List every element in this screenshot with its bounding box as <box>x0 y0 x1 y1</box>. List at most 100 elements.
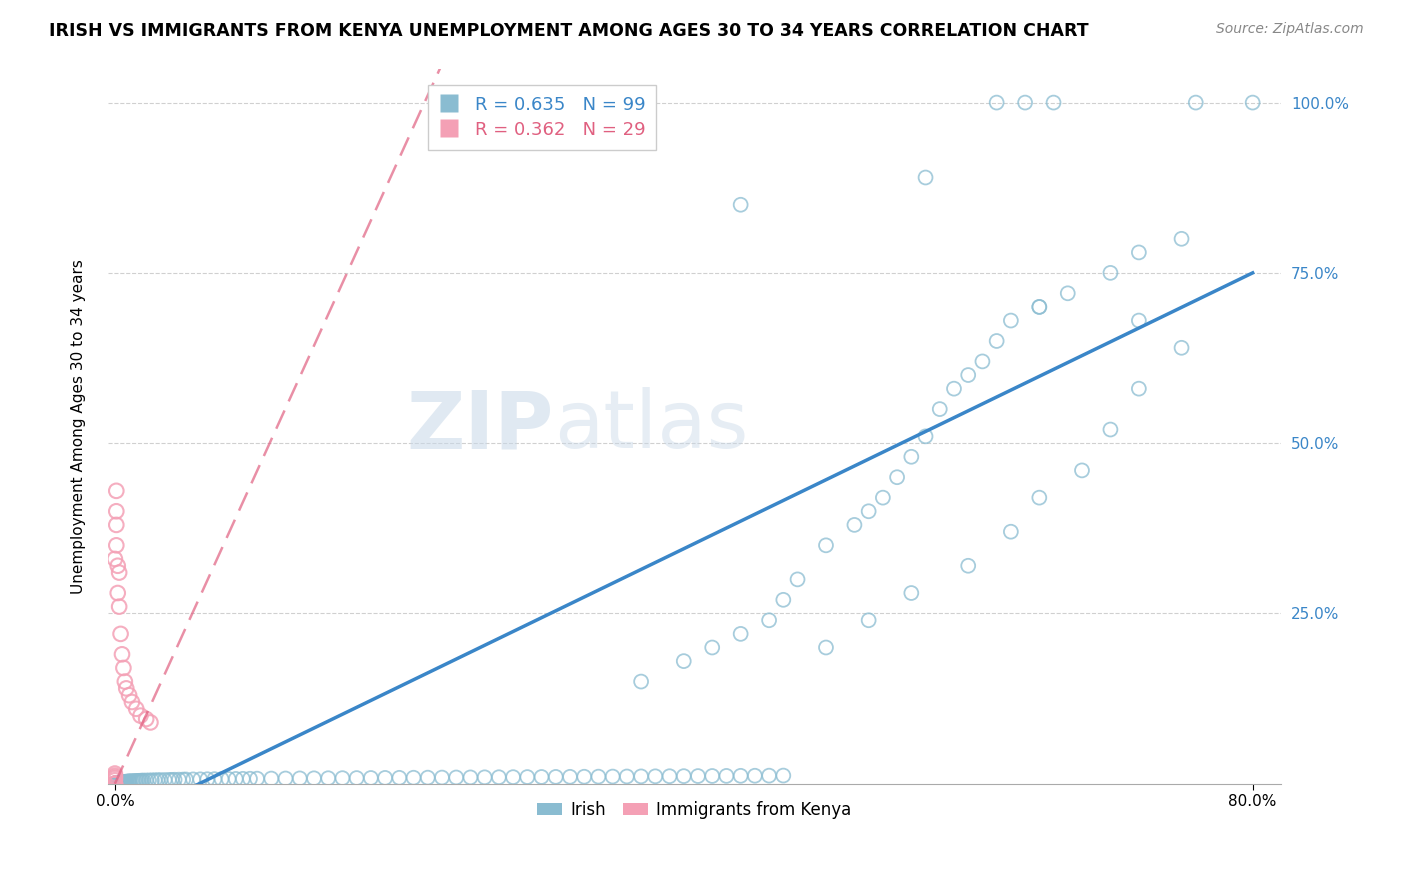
Point <box>1170 232 1192 246</box>
Text: Source: ZipAtlas.com: Source: ZipAtlas.com <box>1216 22 1364 37</box>
Point <box>114 775 136 789</box>
Point <box>1099 266 1122 280</box>
Point <box>132 773 155 788</box>
Point <box>143 773 166 788</box>
Point <box>107 776 129 790</box>
Point <box>105 776 128 790</box>
Point <box>114 774 136 789</box>
Point <box>686 769 709 783</box>
Point <box>986 334 1008 348</box>
Point <box>900 586 922 600</box>
Point <box>120 774 142 789</box>
Point <box>232 772 254 786</box>
Point <box>172 772 194 787</box>
Point <box>402 771 425 785</box>
Point <box>105 776 128 790</box>
Point <box>558 770 581 784</box>
Point <box>105 517 128 532</box>
Text: ZIP: ZIP <box>406 387 554 465</box>
Point <box>374 771 396 785</box>
Point <box>111 648 134 662</box>
Point <box>108 776 131 790</box>
Point <box>111 775 134 789</box>
Point <box>118 688 141 702</box>
Point <box>112 775 135 789</box>
Point <box>858 613 880 627</box>
Y-axis label: Unemployment Among Ages 30 to 34 years: Unemployment Among Ages 30 to 34 years <box>72 259 86 593</box>
Point <box>174 772 197 787</box>
Point <box>107 558 129 573</box>
Point <box>758 769 780 783</box>
Point <box>530 770 553 784</box>
Point <box>516 770 538 784</box>
Point <box>121 695 143 709</box>
Point <box>644 769 666 783</box>
Point <box>218 772 240 786</box>
Point <box>1056 286 1078 301</box>
Point <box>360 771 382 785</box>
Point <box>107 776 129 790</box>
Point <box>104 777 127 791</box>
Point <box>1028 300 1050 314</box>
Point <box>112 661 135 675</box>
Point <box>744 769 766 783</box>
Point <box>104 776 127 790</box>
Point <box>105 776 128 790</box>
Point <box>957 558 980 573</box>
Point <box>274 772 297 786</box>
Point <box>110 627 132 641</box>
Point <box>239 772 262 786</box>
Point <box>121 774 143 789</box>
Point <box>128 773 150 788</box>
Point <box>105 538 128 552</box>
Point <box>111 775 134 789</box>
Point <box>814 640 837 655</box>
Point <box>135 712 157 726</box>
Point <box>118 774 141 789</box>
Point <box>104 768 127 782</box>
Point <box>872 491 894 505</box>
Point <box>115 681 138 696</box>
Point <box>110 775 132 789</box>
Point <box>388 771 411 785</box>
Point <box>346 771 368 785</box>
Point <box>544 770 567 784</box>
Point <box>118 774 141 789</box>
Point <box>702 769 724 783</box>
Point <box>125 774 148 789</box>
Point <box>149 773 172 788</box>
Point <box>105 776 128 790</box>
Point <box>602 770 624 784</box>
Point <box>104 776 127 790</box>
Point <box>858 504 880 518</box>
Point <box>110 775 132 789</box>
Point <box>114 674 136 689</box>
Point <box>730 627 752 641</box>
Point <box>124 774 146 789</box>
Point <box>131 773 153 788</box>
Point <box>127 773 149 788</box>
Point <box>204 772 226 786</box>
Point <box>1071 463 1094 477</box>
Point <box>460 771 482 785</box>
Point <box>332 771 354 785</box>
Point <box>943 382 966 396</box>
Point <box>1170 341 1192 355</box>
Point <box>316 771 339 785</box>
Point <box>488 770 510 784</box>
Point <box>108 599 131 614</box>
Point <box>211 772 233 786</box>
Point <box>105 483 128 498</box>
Point <box>1000 524 1022 539</box>
Point <box>153 772 176 787</box>
Point <box>104 777 127 791</box>
Point <box>444 771 467 785</box>
Point <box>138 773 160 788</box>
Point <box>716 769 738 783</box>
Point <box>1128 382 1150 396</box>
Point <box>1184 95 1206 110</box>
Point <box>163 772 186 787</box>
Point <box>260 772 283 786</box>
Point <box>108 566 131 580</box>
Point <box>630 769 652 783</box>
